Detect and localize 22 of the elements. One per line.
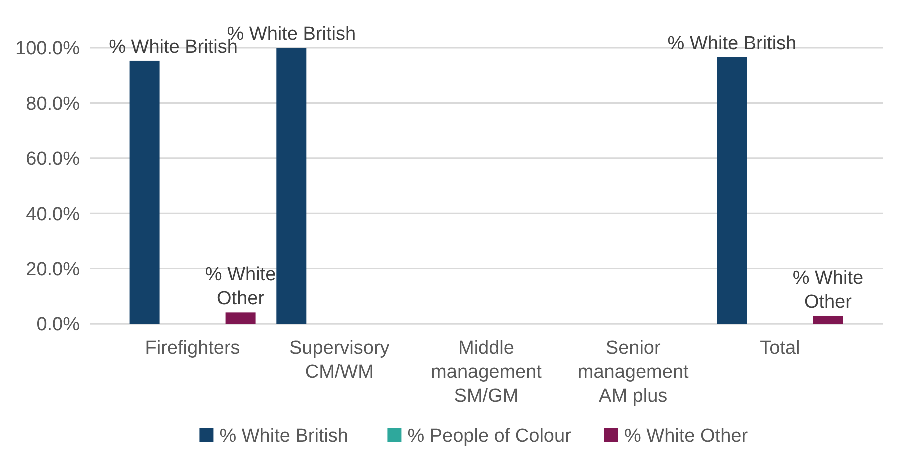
y-tick-label: 100.0% — [16, 38, 80, 60]
bar — [130, 60, 160, 324]
y-tick-label: 20.0% — [26, 259, 80, 280]
y-tick-label: 60.0% — [26, 149, 80, 170]
x-tick-label: Firefighters — [145, 338, 240, 359]
x-tick-label: Middle management SM/GM — [431, 338, 543, 407]
bar — [276, 48, 307, 324]
bar — [813, 316, 844, 324]
legend-label: % People of Colour — [408, 426, 572, 447]
x-tick-label: Supervisory CM/WM — [289, 338, 390, 383]
bar — [226, 312, 256, 324]
bar — [717, 57, 748, 324]
y-tick-label: 80.0% — [26, 94, 80, 115]
data-label: % White British — [668, 33, 797, 54]
data-label: % White Other — [205, 264, 276, 310]
x-tick-label: Senior management AM plus — [578, 338, 690, 407]
y-tick-label: 40.0% — [26, 204, 80, 226]
y-tick-label: 0.0% — [36, 314, 80, 336]
data-label: % White Other — [792, 268, 864, 313]
legend-label: % White British — [220, 426, 349, 447]
legend-label: % White Other — [624, 426, 749, 447]
x-tick-label: Total — [760, 338, 800, 359]
